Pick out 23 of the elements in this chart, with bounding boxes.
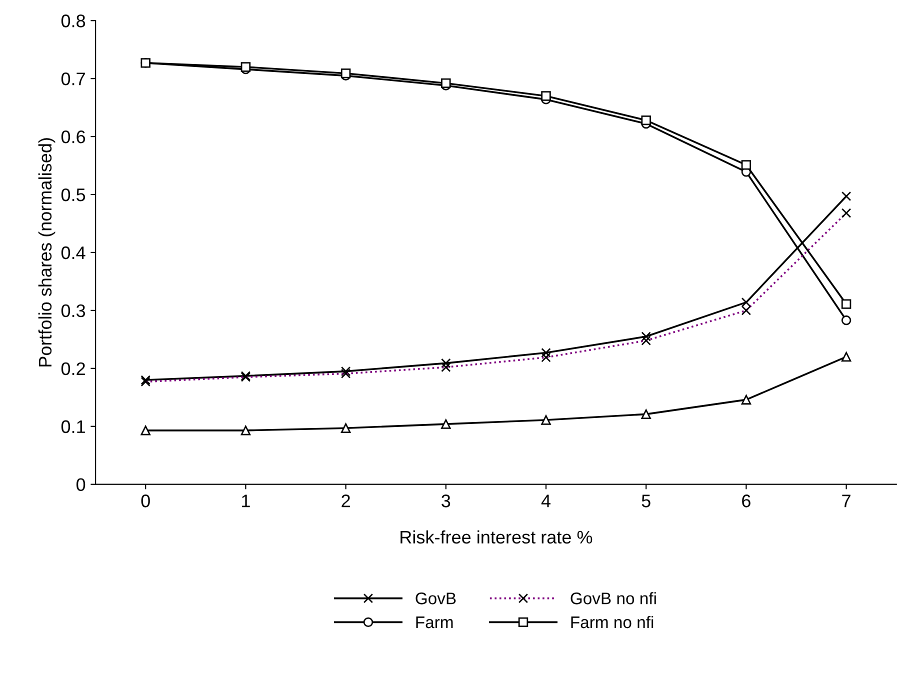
x-tick-label: 2 [342, 494, 350, 508]
x-axis-title: Risk-free interest rate % [400, 530, 592, 544]
legend-label: GovB no nfi [570, 592, 656, 604]
y-tick-label: 0.1 [61, 420, 85, 434]
y-tick-label: 0.4 [61, 246, 86, 260]
y-tick-label: 0.2 [61, 362, 85, 376]
y-tick-label: 0.8 [61, 14, 86, 28]
x-tick-label: 5 [642, 494, 650, 508]
y-tick-label: 0.6 [61, 130, 86, 144]
legend-label: Farm no nfi [571, 616, 654, 628]
y-axis-title: Portfolio shares (normalised) [38, 138, 56, 366]
x-tick-label: 1 [242, 494, 250, 508]
legend-label: GovB [416, 592, 456, 604]
y-tick-label: 0.3 [61, 304, 86, 318]
x-tick-label: 4 [541, 494, 550, 508]
legend-label: Farm [416, 616, 453, 628]
x-tick-label: 6 [742, 494, 750, 508]
x-tick-label: 3 [442, 494, 450, 508]
x-tick-label: 7 [842, 494, 850, 508]
y-tick-label: 0 [76, 478, 86, 492]
y-tick-label: 0.7 [61, 72, 85, 86]
y-tick-label: 0.5 [61, 188, 86, 202]
x-tick-label: 0 [141, 494, 150, 508]
